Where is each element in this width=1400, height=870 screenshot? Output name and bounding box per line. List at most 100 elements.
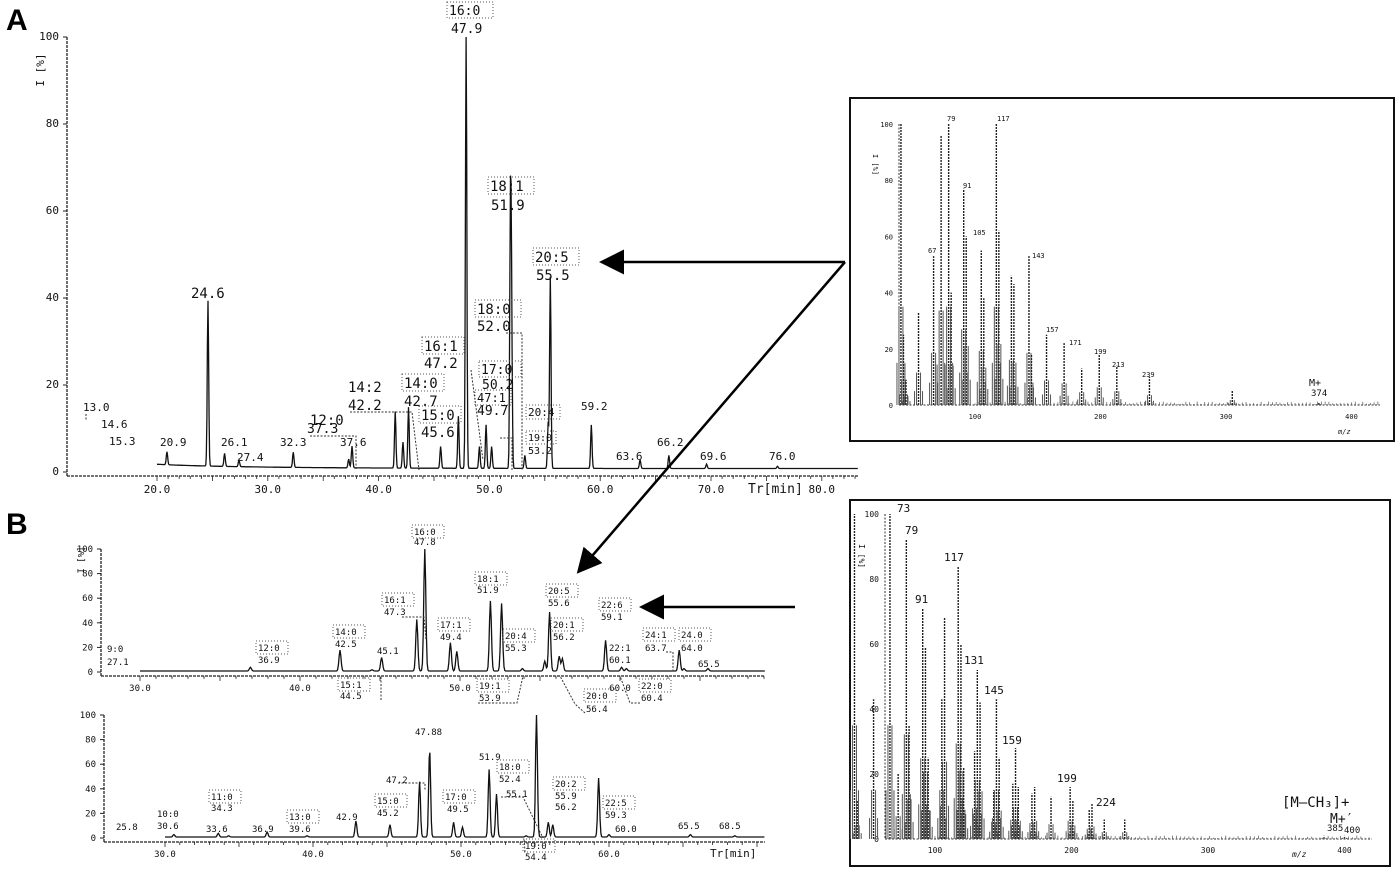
peak-label: 55.9 — [555, 792, 577, 802]
peak-label: 37.3 — [307, 422, 338, 437]
peak-label: 65.5 — [678, 822, 700, 832]
peak-label: 56.2 — [553, 633, 575, 643]
mass-spectrum-a: 0 20 40 60 80 100 100 200 300 400 m/z I [%] 79 117 91 1… — [871, 115, 1380, 436]
ms-peak-label: 131 — [964, 654, 984, 667]
peak-label: 53.2 — [528, 446, 552, 457]
peak-label: 14:0 — [404, 376, 438, 392]
svg-text:400: 400 — [1337, 846, 1352, 855]
peak-label: 18:1 — [477, 575, 499, 585]
peak-label: 39.6 — [289, 825, 311, 835]
chromatogram-a: 02040608010020.0 30.0 40.0 50.0 60.0 70.0 80.0… — [34, 2, 858, 497]
peak-label: 49.7 — [477, 404, 508, 419]
peak-label: 51.9 — [477, 586, 499, 596]
ms-peak-label: 79 — [905, 524, 918, 537]
y-tick-label: 40 — [85, 785, 96, 795]
svg-text:60.0: 60.0 — [598, 850, 620, 860]
peak-label: 12:0 — [258, 644, 280, 654]
y-tick-label: 60 — [46, 204, 59, 217]
peak-label: 13:0 — [289, 813, 311, 823]
peak-label: 76.0 — [769, 450, 796, 463]
peak-label: 10:0 — [157, 810, 179, 820]
peak-label: 37.6 — [340, 436, 367, 449]
ms-peak-label: 79 — [947, 115, 955, 123]
peak-label: 18:0 — [499, 763, 521, 773]
svg-text:I [%]: I [%] — [34, 53, 47, 86]
peak-label: 24.6 — [191, 286, 225, 302]
peak-label: 16:0 — [449, 4, 480, 19]
svg-text:40.0: 40.0 — [289, 684, 311, 694]
peak-label: 63.7 — [645, 644, 667, 654]
ms-peak-label: 105 — [973, 229, 986, 237]
peak-label: 55.5 — [536, 268, 570, 284]
y-tick-label: 0 — [91, 834, 96, 844]
peak-label: 42.9 — [336, 813, 358, 823]
svg-text:200: 200 — [1064, 846, 1079, 855]
peak-label: 49.4 — [440, 633, 462, 643]
peak-label: 22:5 — [605, 799, 627, 809]
ms-peak-label: 159 — [1002, 734, 1022, 747]
svg-text:100: 100 — [969, 413, 982, 421]
svg-text:100: 100 — [865, 510, 880, 519]
peak-label: 47.2 — [424, 356, 458, 372]
y-tick-label: 80 — [85, 736, 96, 746]
figure-canvas: 02040608010020.0 30.0 40.0 50.0 60.0 70.0 80.0… — [0, 0, 1400, 870]
svg-text:70.0: 70.0 — [698, 483, 725, 496]
peak-label: 26.1 — [221, 436, 248, 449]
svg-text:I [%]: I [%] — [857, 544, 866, 568]
peak-label: 11:0 — [211, 793, 233, 803]
peak-label: 56.2 — [555, 803, 577, 813]
peak-label: 45.2 — [377, 809, 399, 819]
y-tick-label: 100 — [80, 711, 96, 721]
peak-label: 17:1 — [440, 621, 462, 631]
peak-label: 24.0 — [681, 631, 703, 641]
svg-text:50.0: 50.0 — [449, 684, 471, 694]
peak-label: 14:0 — [335, 628, 357, 638]
peak-label: 63.6 — [616, 450, 643, 463]
ms-peak-label: 400 — [1344, 826, 1360, 836]
svg-text:30.0: 30.0 — [154, 850, 176, 860]
y-tick-label: 0 — [88, 668, 93, 678]
peak-label: 64.0 — [681, 644, 703, 654]
svg-text:60.0: 60.0 — [609, 684, 631, 694]
peak-label: 55.3 — [505, 644, 527, 654]
ms-peak-label: 199 — [1094, 348, 1107, 356]
peak-label: 22:0 — [641, 682, 663, 692]
peak-label: 19:0 — [528, 433, 552, 444]
chromatogram-b-bottom: 02040608010030.0 40.0 50.0 60.0 Tr[min]47.88… — [80, 711, 765, 863]
peak-label: 20.9 — [160, 436, 187, 449]
peak-label: 47.2 — [386, 776, 408, 786]
svg-text:[M–CH₃]+: [M–CH₃]+ — [1282, 795, 1349, 811]
ms-peak-label: 67 — [928, 247, 936, 255]
svg-text:30.0: 30.0 — [129, 684, 151, 694]
peak-label: 45.6 — [421, 425, 455, 441]
svg-text:I [%]: I [%] — [871, 154, 879, 175]
svg-text:300: 300 — [1201, 846, 1216, 855]
peak-label: 9:0 — [107, 645, 123, 655]
peak-label: 27.4 — [237, 451, 264, 464]
peak-label: 47:1 — [477, 391, 506, 405]
svg-text:0: 0 — [874, 835, 879, 844]
peak-label: 22:6 — [601, 601, 623, 611]
peak-label: 18:1 — [490, 179, 524, 195]
peak-label: 16:0 — [414, 528, 436, 538]
peak-label: 22:1 — [609, 644, 631, 654]
peak-label: 17:0 — [445, 793, 467, 803]
peak-label: 15:0 — [421, 408, 455, 424]
svg-text:40.0: 40.0 — [365, 483, 392, 496]
peak-label: 55.1 — [506, 790, 528, 800]
svg-text:60: 60 — [869, 640, 879, 649]
svg-text:40: 40 — [885, 290, 893, 298]
peak-label: 33.6 — [206, 825, 228, 835]
y-tick-label: 20 — [46, 378, 59, 391]
peak-label: 51.9 — [491, 198, 525, 214]
peak-label: 55.6 — [548, 599, 570, 609]
peak-label: 17:0 — [481, 363, 512, 378]
peak-label: 59.1 — [601, 613, 623, 623]
y-tick-label: 20 — [85, 809, 96, 819]
peak-label: 24:1 — [645, 631, 667, 641]
peak-label: 66.2 — [657, 436, 684, 449]
svg-text:80: 80 — [869, 575, 879, 584]
svg-text:20: 20 — [885, 346, 893, 354]
svg-text:60.0: 60.0 — [587, 483, 614, 496]
svg-text:0: 0 — [889, 402, 893, 410]
